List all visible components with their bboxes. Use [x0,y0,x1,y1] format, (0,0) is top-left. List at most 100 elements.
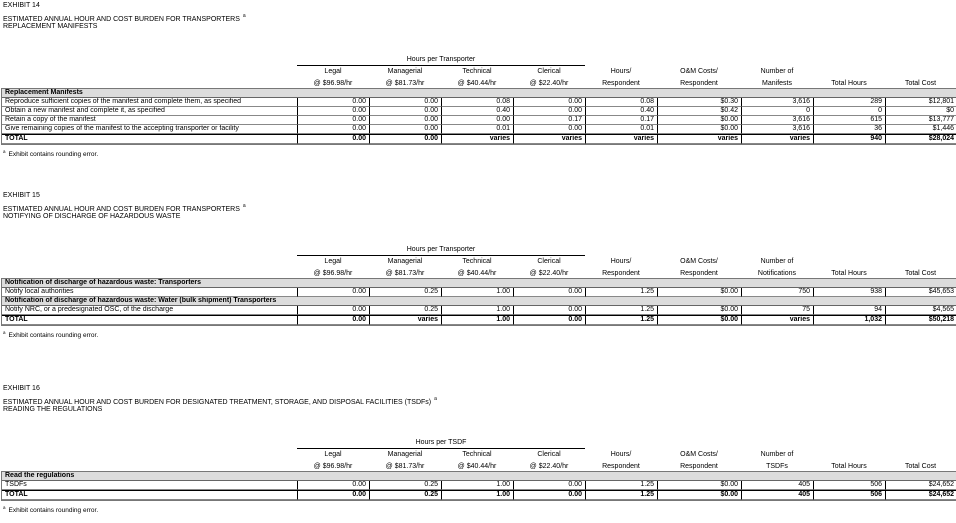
column-header-row: Legal Managerial Technical Clerical Hours/O&… [297,66,956,77]
exhibit-title: ESTIMATED ANNUAL HOUR AND COST BURDEN FO… [3,203,246,213]
cell-value: 0.00 [298,125,370,134]
total-label: TOTAL [2,315,298,325]
row-label: Give remaining copies of the manifest to… [2,125,298,134]
column-header: @ $22.40/hr [529,270,569,277]
section-heading: Replacement Manifests [2,89,956,98]
total-value: $24,652 [886,490,956,500]
total-label: TOTAL [2,490,298,500]
section-header-row: Notification of discharge of hazardous w… [2,297,956,306]
cell-value: 1.00 [442,306,514,315]
total-value: 1.00 [442,315,514,325]
total-value: $0.00 [658,490,742,500]
section-heading: Read the regulations [2,472,956,481]
cell-value: 0.01 [442,125,514,134]
cell-value: 0.00 [298,98,370,107]
footnote-marker: a [3,149,6,154]
table-row: Retain a copy of the manifest 0.00 0.00 0.0… [2,116,956,125]
burden-table: Replacement Manifests Reproduce sufficien… [1,88,956,145]
cell-value: 289 [814,98,886,107]
total-value: varies [514,134,586,144]
footnote-marker: a [3,330,6,335]
total-value: 0.25 [370,490,442,500]
footnote-marker: a [434,396,437,402]
cell-value: 3,616 [742,116,814,125]
cell-value: 0.00 [370,98,442,107]
column-header: Respondent [602,80,640,87]
column-header: Respondent [602,463,640,470]
column-header: O&M Costs/ [680,451,718,458]
table-row: Reproduce sufficient copies of the manif… [2,98,956,107]
total-value: $50,218 [886,315,956,325]
total-row: TOTAL 0.00 0.00 varies varies varies varies var… [2,134,956,144]
cell-value: 0.08 [442,98,514,107]
cell-value: 0.00 [298,306,370,315]
row-label: Reproduce sufficient copies of the manif… [2,98,298,107]
column-header: @ $96.98/hr [313,80,353,87]
column-header [813,256,885,267]
cell-value: 0 [814,107,886,116]
footnote-marker: a [3,505,6,510]
footnote-text: Exhibit contains rounding error. [8,507,99,514]
cell-value: 0.00 [514,288,586,297]
cell-value: 0.00 [442,116,514,125]
exhibit-title-text: ESTIMATED ANNUAL HOUR AND COST BURDEN FO… [3,206,240,213]
row-label: Notify NRC, or a predesignated OSC, of t… [2,306,298,315]
footnote-text: Exhibit contains rounding error. [8,151,99,158]
total-value: varies [586,134,658,144]
column-header: Total Cost [904,463,937,470]
column-header: @ $81.73/hr [385,80,425,87]
cell-value: 75 [742,306,814,315]
cell-value: 0.08 [586,98,658,107]
total-value: 1.25 [586,490,658,500]
exhibit-title-text: ESTIMATED ANNUAL HOUR AND COST BURDEN FO… [3,16,240,23]
column-header: @ $81.73/hr [385,270,425,277]
cell-value: 1.25 [586,481,658,490]
cell-value: $13,777 [886,116,956,125]
column-header: @ $22.40/hr [529,463,569,470]
column-header [813,66,885,77]
cell-value: 0.00 [298,481,370,490]
table-row: TSDFs 0.00 0.25 1.00 0.00 1.25 $0.00 405 506 $24,… [2,481,956,490]
total-value: 0.00 [514,315,586,325]
total-value: varies [742,134,814,144]
column-header: Number of [760,258,794,265]
cell-value: $12,801 [886,98,956,107]
footnote-marker: a [242,13,246,19]
column-header: @ $96.98/hr [313,463,353,470]
cell-value: $0.00 [658,288,742,297]
cell-value: 1.25 [586,306,658,315]
cell-value: $24,652 [886,481,956,490]
cell-value: 615 [814,116,886,125]
total-value: 940 [814,134,886,144]
total-value: $28,024 [886,134,956,144]
cell-value: 0.00 [370,116,442,125]
exhibit-label: EXHIBIT 15 [3,192,40,199]
row-label: Retain a copy of the manifest [2,116,298,125]
column-header [885,66,956,77]
column-header: Notifications [757,270,797,277]
exhibit-subtitle: REPLACEMENT MANIFESTS [3,23,98,30]
cell-value: 405 [742,481,814,490]
total-value: varies [658,134,742,144]
exhibit-title: ESTIMATED ANNUAL HOUR AND COST BURDEN FO… [3,396,437,406]
row-label: Obtain a new manifest and complete it, a… [2,107,298,116]
total-value: 0.00 [298,134,370,144]
exhibit-label: EXHIBIT 14 [3,2,40,9]
column-header: Respondent [602,270,640,277]
cell-value: 0.40 [586,107,658,116]
exhibit-label: EXHIBIT 16 [3,385,40,392]
column-header: Clerical [537,258,561,265]
column-header-row: @ $96.98/hr @ $81.73/hr @ $40.44/hr @ $22.4… [297,78,956,89]
cell-value: 0.00 [514,481,586,490]
column-header: Total Hours [831,80,867,87]
column-header: TSDFs [766,463,788,470]
column-header: @ $40.44/hr [457,463,497,470]
column-header: @ $96.98/hr [313,270,353,277]
exhibit-subtitle: READING THE REGULATIONS [3,406,103,413]
cell-value: 0.25 [370,481,442,490]
cell-value: 1.25 [586,288,658,297]
section-heading: Notification of discharge of hazardous w… [2,297,956,306]
column-header-row: Legal Managerial Technical Clerical Hours/O&… [297,449,956,460]
cell-value: 0.01 [586,125,658,134]
table-row: Notify NRC, or a predesignated OSC, of t… [2,306,956,315]
